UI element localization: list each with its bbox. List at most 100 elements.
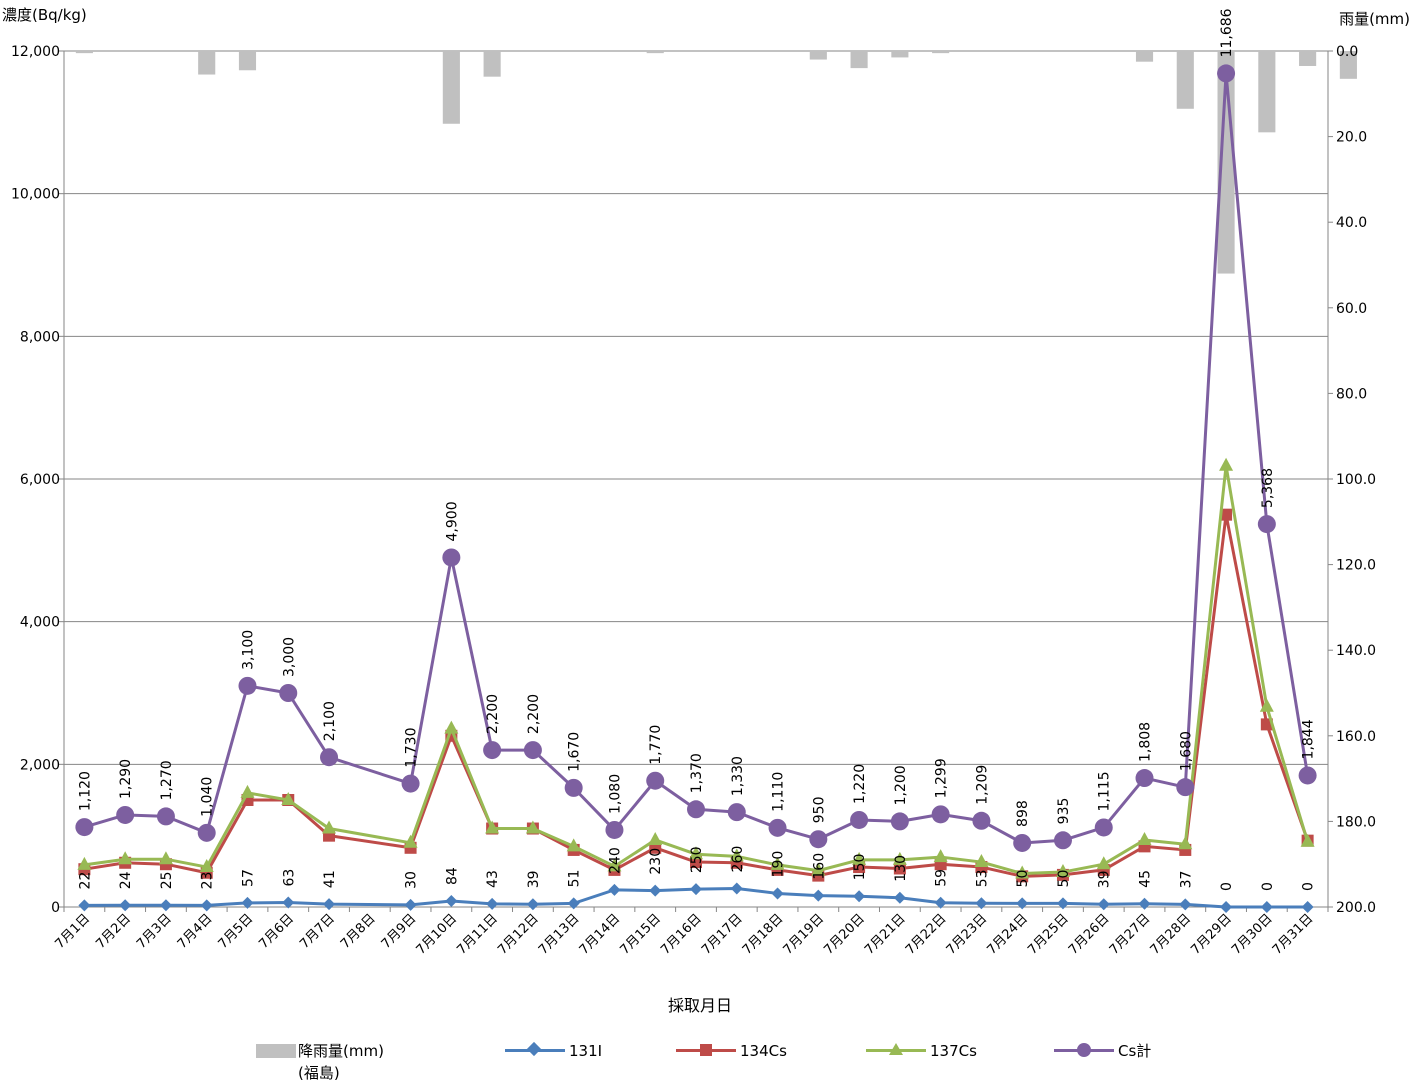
point-marker: [934, 896, 947, 909]
series-line: [84, 513, 1310, 878]
rain-bar: [850, 51, 868, 69]
point-marker: [282, 896, 295, 909]
data-label: 1,680: [1178, 731, 1194, 771]
legend-swatch-137cs: [866, 1040, 928, 1062]
data-label: 935: [1056, 798, 1072, 825]
rain-bar: [442, 51, 460, 124]
y2-tick-label: 120.0: [1336, 558, 1376, 574]
data-label: 160: [811, 853, 827, 880]
data-label: 4,900: [444, 501, 460, 541]
point-marker: [322, 820, 337, 834]
data-label: 30: [404, 871, 420, 889]
point-marker: [77, 856, 92, 870]
data-label: 3,100: [240, 630, 256, 670]
data-label: 2,200: [526, 694, 542, 734]
y2-axis-title: 雨量(mm): [1339, 10, 1410, 28]
data-label: 43: [485, 870, 501, 888]
point-marker: [727, 803, 746, 822]
data-label: 23: [200, 872, 216, 890]
legend-label-cs-total: Cs計: [1118, 1042, 1152, 1060]
point-marker: [445, 895, 458, 908]
point-marker: [931, 805, 950, 824]
data-label: 1,120: [77, 771, 93, 811]
point-marker: [320, 748, 339, 767]
point-marker: [116, 805, 135, 824]
data-label: 190: [771, 851, 787, 878]
point-marker: [281, 792, 296, 805]
y2-tick-label: 80.0: [1336, 386, 1367, 402]
point-marker: [485, 820, 500, 834]
y-tick-label: 4,000: [20, 615, 60, 631]
data-label: 130: [893, 855, 909, 882]
x-tick-label: 7月8日: [338, 911, 379, 952]
point-marker: [729, 848, 744, 862]
point-marker: [1176, 778, 1195, 797]
series-line: [84, 464, 1310, 875]
rain-bar: [932, 51, 950, 54]
x-tick-label: 7月3日: [134, 911, 175, 952]
point-marker: [403, 834, 418, 848]
point-marker: [812, 889, 825, 902]
y-tick-label: 12,000: [11, 44, 60, 60]
data-label: 230: [648, 848, 664, 875]
data-label: 22: [77, 872, 93, 890]
data-label: 39: [526, 870, 542, 888]
x-tick-label: 7月13日: [536, 911, 583, 958]
point-marker: [1137, 831, 1152, 845]
point-marker: [893, 862, 906, 875]
y-tick-label: 0: [51, 900, 60, 916]
x-tick-label: 7月18日: [740, 911, 787, 958]
y2-tick-label: 140.0: [1336, 643, 1376, 659]
point-marker: [1055, 864, 1070, 878]
point-marker: [1220, 901, 1233, 913]
point-marker: [1179, 898, 1192, 911]
x-tick-label: 7月22日: [903, 911, 950, 958]
point-marker: [1015, 865, 1030, 879]
rain-bar: [198, 51, 216, 75]
point-marker: [1259, 698, 1274, 712]
legend-item-134cs: 134Cs: [676, 1040, 787, 1062]
point-marker: [1013, 833, 1032, 852]
point-marker: [1298, 766, 1317, 785]
point-marker: [809, 830, 828, 849]
data-label: 59: [934, 869, 950, 887]
y-tick-label: 2,000: [20, 757, 60, 773]
point-marker: [156, 807, 175, 826]
data-label: 50: [1015, 870, 1031, 888]
point-marker: [78, 899, 91, 912]
x-tick-label: 7月15日: [618, 911, 665, 958]
rain-bar: [1339, 51, 1357, 79]
data-label: 39: [1097, 870, 1113, 888]
point-marker: [1300, 833, 1315, 847]
x-tick-label: 7月12日: [495, 911, 542, 958]
data-label: 950: [811, 796, 827, 823]
point-marker: [974, 854, 989, 868]
point-marker: [404, 898, 417, 911]
point-marker: [1178, 836, 1193, 850]
x-tick-label: 7月1日: [53, 911, 94, 952]
point-marker: [486, 897, 499, 910]
chart-canvas: 0 2,000 4,000 6,000 8,000 10,000 12,000 0.0 20.0…: [2, 6, 1410, 1015]
point-marker: [444, 720, 459, 734]
data-label: 240: [607, 847, 623, 874]
point-marker: [648, 831, 663, 845]
point-marker: [730, 882, 743, 895]
rain-bar: [483, 51, 501, 77]
x-tick-label: 7月27日: [1107, 911, 1154, 958]
x-tick-label: 7月11日: [454, 911, 501, 958]
point-marker: [526, 898, 539, 911]
data-label: 1,270: [159, 760, 175, 800]
point-marker: [159, 899, 172, 912]
point-marker: [401, 774, 420, 793]
point-marker: [852, 851, 867, 865]
y2-tick-label: 40.0: [1336, 215, 1367, 231]
x-tick-label: 7月10日: [414, 911, 461, 958]
point-marker: [771, 887, 784, 900]
y-tick-label: 8,000: [20, 329, 60, 345]
point-marker: [689, 846, 703, 860]
x-tick-label: 7月5日: [216, 911, 257, 952]
data-label: 45: [1138, 870, 1154, 888]
x-tick-label: 7月25日: [1025, 911, 1072, 958]
point-marker: [607, 858, 622, 872]
point-marker: [608, 883, 621, 896]
